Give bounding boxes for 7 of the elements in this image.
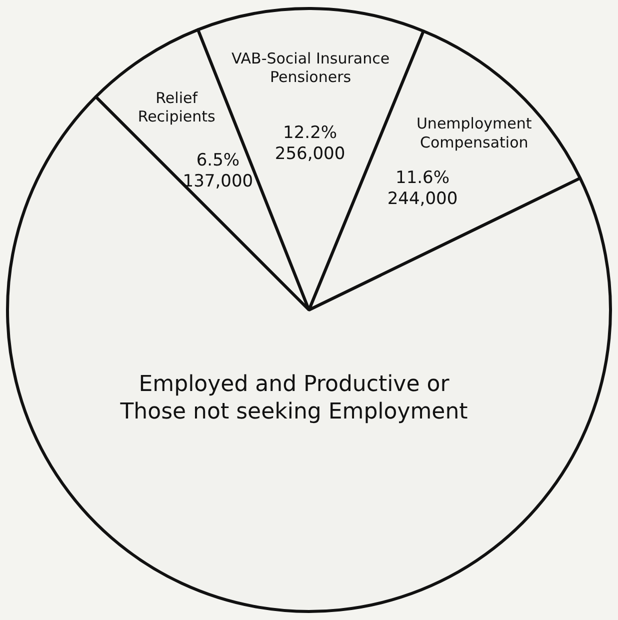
slice-label: Employed and Productive or Those not seeking Employment [119,372,468,425]
data-label: 6.5% 137,000 [182,150,254,192]
data-label: 11.6% 244,000 [387,168,458,210]
slice-label: VAB-Social Insurance Pensioners [231,49,390,86]
data-label: 12.2% 256,000 [274,123,346,164]
slice-label: Relief Recipients [138,88,216,126]
slice-label: Unemployment Compensation [416,114,532,152]
